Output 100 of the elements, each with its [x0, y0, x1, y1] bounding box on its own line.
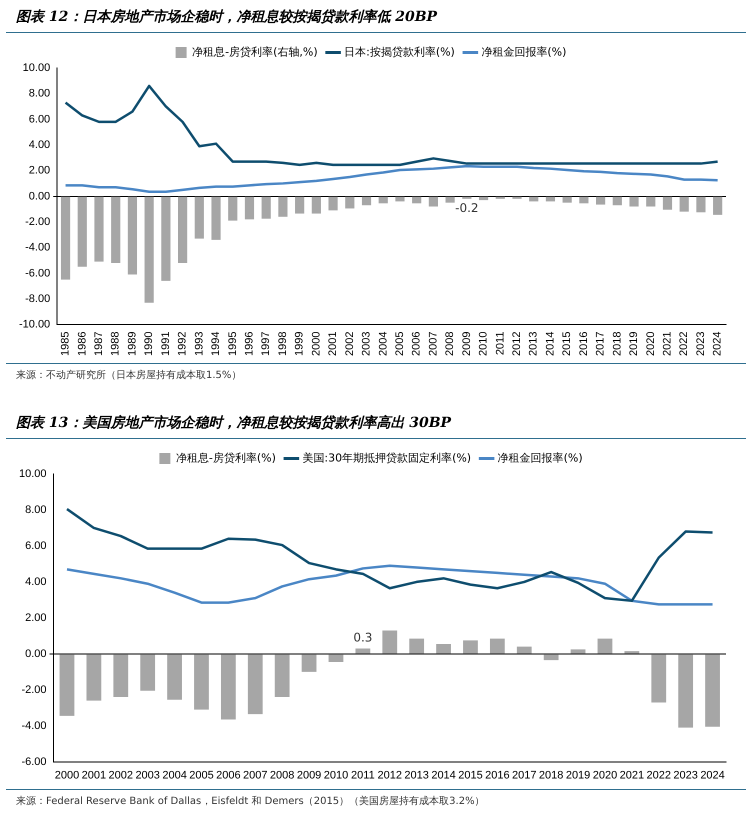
x-tick-label: 2024: [700, 769, 725, 782]
bar: [86, 654, 102, 701]
chart-title: 图表 12：日本房地产市场企稳时，净租息较按揭贷款利率低 20BP: [6, 0, 746, 33]
bar: [651, 654, 666, 702]
y-tick-label: 8.00: [25, 504, 47, 516]
bar: [409, 638, 424, 654]
y-tick-label: -6.00: [21, 756, 47, 768]
x-tick-label: 2010: [324, 769, 348, 782]
x-tick-label: 2015: [458, 769, 483, 782]
x-tick-label: 2008: [444, 332, 456, 356]
x-tick-label: 2019: [566, 769, 590, 782]
x-tick-label: 2009: [296, 769, 322, 782]
bar: [570, 649, 586, 654]
x-tick-label: 1998: [276, 332, 289, 356]
x-tick-label: 2007: [243, 769, 268, 782]
x-tick-label: 2006: [410, 332, 423, 356]
x-tick-label: 2012: [378, 769, 402, 782]
legend-label: 日本:按揭贷款利率(%): [344, 45, 455, 58]
bar: [60, 654, 74, 716]
x-tick-label: 2023: [694, 332, 707, 356]
legend-label: 净租息-房贷利率(%): [176, 451, 276, 464]
x-tick-label: 1997: [260, 332, 272, 356]
y-tick-label: -8.00: [25, 292, 50, 305]
y-tick-label: -4.00: [25, 242, 50, 254]
y-tick-label: 6.00: [28, 113, 50, 126]
x-tick-label: 2014: [431, 769, 456, 782]
y-tick-label: 10.00: [18, 468, 47, 480]
x-tick-label: 2009: [460, 332, 473, 356]
bar: [705, 654, 720, 727]
bar: [436, 644, 451, 654]
x-tick-label: 2017: [512, 769, 536, 782]
x-tick-label: 2004: [377, 332, 390, 356]
x-tick-label: 2020: [644, 332, 657, 356]
bar: [516, 646, 532, 654]
x-tick-label: 1988: [110, 332, 122, 356]
y-tick-label: 2.00: [28, 164, 50, 177]
source-note: 来源：不动产研究所（日本房屋持有成本取1.5%）: [6, 363, 746, 382]
y-tick-label: -2.00: [25, 216, 50, 228]
x-tick-label: 2006: [216, 769, 241, 782]
source-note: 来源：Federal Reserve Bank of Dallas，Eisfeldt 和 Demers（2015）（美国房屋持有成本取3.2%）: [6, 789, 746, 808]
bar: [140, 654, 156, 691]
x-tick-label: 2022: [678, 332, 690, 356]
x-tick-label: 1995: [226, 332, 239, 356]
x-tick-label: 2000: [54, 769, 80, 782]
x-tick-label: 2011: [351, 769, 375, 782]
bar: [194, 654, 209, 710]
bar: [490, 638, 505, 654]
bar: [302, 654, 316, 672]
x-tick-label: 2012: [511, 332, 524, 356]
x-tick-label: 2021: [662, 332, 674, 356]
x-tick-label: 2021: [620, 769, 644, 782]
x-tick-label: 2019: [628, 332, 640, 356]
bar: [382, 630, 398, 654]
bar: [678, 654, 694, 728]
bar: [220, 654, 236, 720]
y-tick-label: -4.00: [21, 720, 47, 732]
x-tick-label: 2010: [478, 332, 490, 356]
x-tick-label: 1991: [160, 332, 172, 356]
x-tick-label: 2011: [494, 332, 506, 356]
x-tick-label: 2001: [82, 769, 106, 782]
x-tick-label: 1986: [76, 332, 88, 356]
bar: [328, 654, 344, 662]
y-tick-label: 10.00: [22, 62, 50, 74]
x-tick-label: 1989: [126, 332, 138, 356]
x-tick-label: 2016: [578, 332, 590, 356]
x-tick-label: 2003: [360, 332, 373, 356]
y-tick-label: -6.00: [25, 267, 50, 280]
x-tick-label: 2022: [646, 769, 671, 782]
x-tick-label: 2001: [327, 332, 340, 356]
bar: [355, 648, 370, 654]
x-tick-label: 2024: [712, 332, 724, 356]
x-tick-label: 2007: [427, 332, 440, 356]
x-tick-label: 2002: [344, 332, 356, 356]
bar: [598, 638, 612, 654]
chart-title: 图表 13：美国房地产市场企稳时，净租息较按揭贷款利率高出 30BP: [6, 406, 746, 439]
x-tick-label: 2023: [673, 769, 698, 782]
x-tick-label: 2005: [189, 769, 214, 782]
x-tick-label: 2005: [394, 332, 406, 356]
bar: [248, 654, 263, 714]
x-tick-label: 1994: [210, 332, 222, 356]
x-tick-label: 1993: [193, 332, 206, 356]
x-tick-label: 1985: [60, 332, 72, 356]
bar: [274, 654, 290, 698]
x-tick-label: 2017: [594, 332, 607, 356]
x-tick-label: 2002: [108, 769, 134, 782]
x-tick-label: 1990: [143, 332, 156, 356]
legend-label: 美国:30年期抵押贷款固定利率(%): [302, 451, 472, 464]
y-tick-label: 8.00: [28, 88, 50, 100]
y-tick-label: -10.00: [18, 318, 50, 331]
x-tick-label: 2013: [404, 769, 429, 782]
x-tick-label: 2020: [592, 769, 618, 782]
y-tick-label: 6.00: [25, 540, 47, 552]
bar: [544, 654, 559, 660]
legend-label: 净租息-房贷利率(右轴,%): [192, 45, 318, 58]
x-tick-label: 1992: [176, 332, 189, 356]
x-tick-label: 1996: [244, 332, 256, 356]
x-tick-label: 1987: [93, 332, 106, 356]
x-tick-label: 2016: [485, 769, 510, 782]
bar: [463, 640, 478, 654]
legend-label: 净租金回报率(%): [498, 451, 583, 464]
